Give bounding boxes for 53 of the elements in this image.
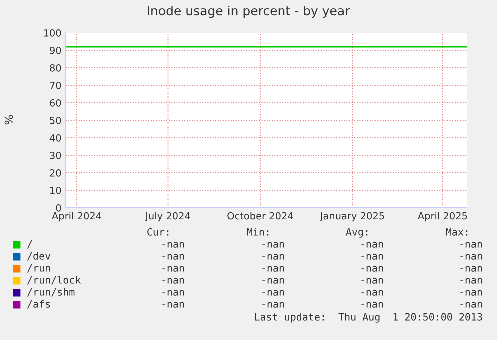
y-axis-title: % [4,115,14,125]
text: -nan [162,278,184,284]
text: Max: [446,228,468,236]
text: Avg: [346,228,368,238]
text: -nan [460,254,482,260]
text: -nan [362,254,384,260]
legend-label: /afs [28,300,50,309]
text: -nan [460,290,482,296]
text: -nan [262,278,284,284]
text: -nan [162,302,184,308]
x-tick-label: January 2025 [320,212,384,222]
text: -nan [162,254,184,260]
text: Cur: [148,228,169,236]
text: -nan [162,242,184,248]
text: -nan [262,266,284,272]
legend-label: /dev [28,252,51,261]
text: -nan [362,302,384,308]
y-tick-label: 100 [44,29,62,37]
text: Min: [247,228,269,236]
y-tick-label: 40 [50,134,62,142]
y-tick-label: 70 [50,82,62,90]
chart-title: Inode usage in percent - by year [148,6,350,18]
text: -nan [460,278,482,284]
x-tick-label: April 2025 [418,212,468,222]
text: -nan [362,278,384,284]
text: -nan [362,266,384,272]
y-tick-label: 60 [50,99,62,107]
y-tick-label: 80 [50,64,62,72]
text: -nan [460,266,482,272]
text: -nan [162,266,184,272]
y-tick-label: 0 [56,204,62,212]
y-tick-label: 10 [50,186,62,194]
text: -nan [162,290,184,296]
text: -nan [362,290,384,296]
text: Last update: Thu Aug 1 20:50:00 2013 [255,313,482,323]
y-tick-label: 20 [50,169,62,177]
text: -nan [460,302,482,308]
legend-label: /run [28,264,50,273]
text: -nan [262,242,284,248]
legend-label: /run/lock [28,276,82,285]
legend-label: /run/shm [28,288,75,297]
text: -nan [262,302,284,308]
text: -nan [262,254,284,260]
text: -nan [262,290,284,296]
x-tick-label: October 2024 [228,212,294,220]
x-tick-label: July 2024 [145,212,190,222]
y-tick-label: 90 [50,46,62,54]
y-tick-label: 50 [50,116,62,124]
x-tick-label: April 2024 [52,212,102,222]
y-tick-label: 30 [50,152,62,160]
text: -nan [362,242,384,248]
legend-label: / [28,240,32,249]
text: -nan [460,242,482,248]
